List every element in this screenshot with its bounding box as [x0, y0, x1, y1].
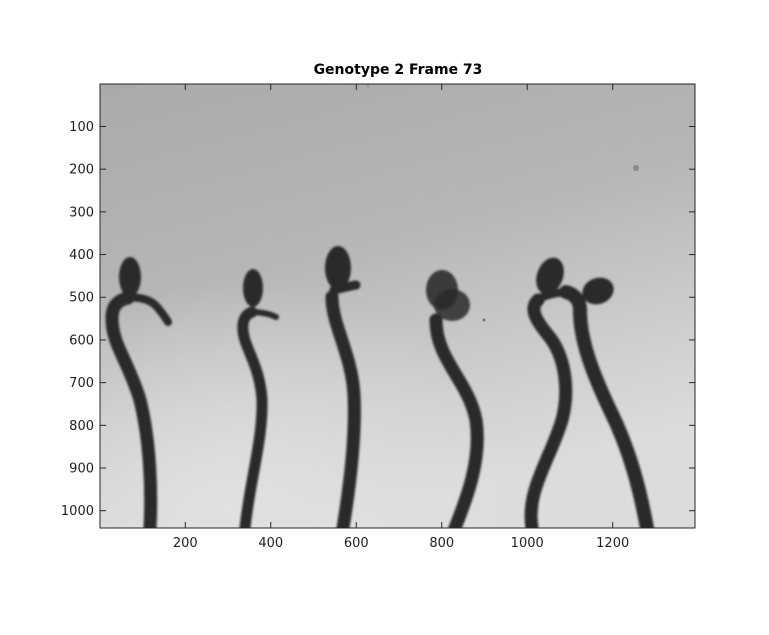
seedling-2 [237, 269, 279, 528]
seedling-photograph [100, 84, 695, 528]
seedling-3 [325, 246, 361, 528]
x-tick-label: 1000 [511, 536, 544, 551]
y-tick-label: 600 [69, 333, 94, 348]
x-axis: 200 400 600 800 1000 1200 [173, 84, 629, 551]
x-tick-label: 600 [344, 536, 369, 551]
plot-title: Genotype 2 Frame 73 [313, 62, 483, 78]
y-tick-label: 700 [69, 376, 94, 391]
seedling-6 [559, 277, 654, 528]
x-tick-label: 200 [173, 536, 198, 551]
y-tick-label: 500 [69, 291, 94, 306]
y-tick-label: 200 [69, 163, 94, 178]
y-tick-label: 1000 [61, 504, 94, 519]
y-tick-label: 100 [69, 120, 94, 135]
axes-border [99, 83, 696, 529]
x-tick-label: 800 [429, 536, 454, 551]
seedling-4 [426, 270, 484, 528]
x-tick-label: 1200 [596, 536, 629, 551]
x-tick-label: 400 [258, 536, 283, 551]
y-axis: 100 200 300 400 500 600 700 800 900 1000 [61, 120, 695, 519]
y-tick-label: 400 [69, 248, 94, 263]
y-tick-label: 300 [69, 205, 94, 220]
seedling-1 [105, 257, 172, 528]
y-tick-label: 900 [69, 462, 94, 477]
y-tick-label: 800 [69, 419, 94, 434]
